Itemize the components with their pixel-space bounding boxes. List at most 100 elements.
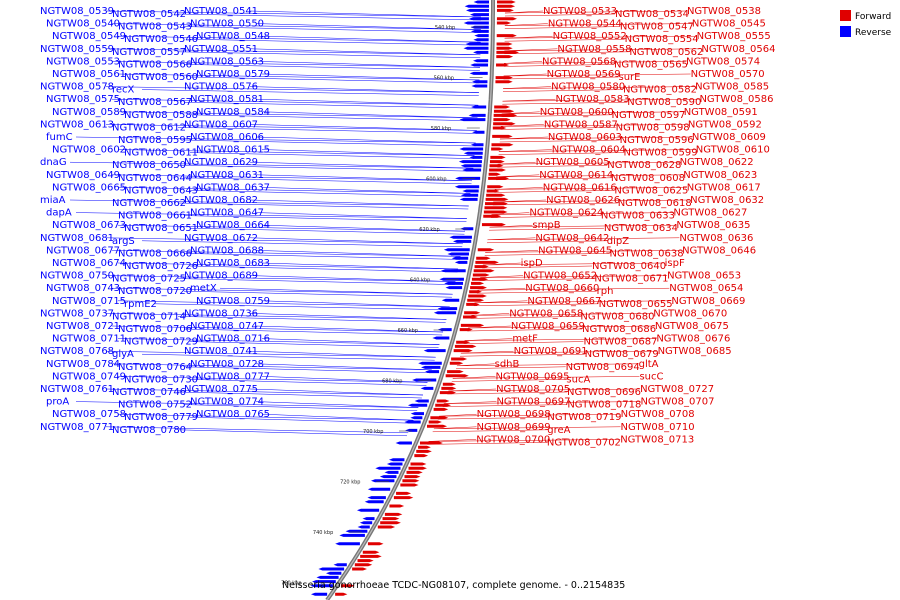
leader-line bbox=[111, 287, 453, 295]
forward-gene-label: NGTW08_0642 bbox=[535, 233, 609, 244]
leader-line bbox=[447, 391, 567, 395]
leader-line bbox=[183, 290, 452, 298]
forward-gene bbox=[491, 147, 504, 151]
leader-line bbox=[489, 227, 604, 231]
forward-gene-label: NGTW08_0608 bbox=[611, 173, 685, 184]
reverse-gene-label: NGTW08_0584 bbox=[196, 107, 270, 118]
leader-line bbox=[105, 48, 481, 56]
reverse-gene-label: recX bbox=[112, 85, 135, 96]
forward-gene-label: NGTW08_0538 bbox=[687, 6, 761, 17]
forward-gene-label: sdhB bbox=[495, 359, 520, 370]
forward-gene-label: NGTW08_0628 bbox=[607, 160, 681, 171]
reverse-gene-label: NGTW08_0576 bbox=[184, 82, 258, 93]
reverse-gene-label: NGTW08_0711 bbox=[52, 334, 126, 345]
reverse-gene bbox=[410, 416, 423, 420]
reverse-gene-label: NGTW08_0725 bbox=[112, 274, 186, 285]
reverse-gene-label: NGTW08_0560 bbox=[124, 72, 198, 83]
leader-line bbox=[428, 439, 621, 442]
forward-gene bbox=[428, 420, 442, 424]
reverse-gene bbox=[359, 521, 373, 525]
forward-gene-label: NGTW08_0633 bbox=[601, 211, 675, 222]
reverse-gene bbox=[454, 260, 468, 264]
forward-gene bbox=[442, 382, 456, 386]
forward-gene-label: NGTW08_0660 bbox=[525, 283, 599, 294]
leader-line bbox=[501, 111, 540, 115]
forward-gene-label: greA bbox=[547, 425, 570, 436]
forward-gene bbox=[408, 466, 427, 470]
leader-line bbox=[448, 388, 497, 392]
forward-gene bbox=[489, 168, 506, 172]
leader-line bbox=[177, 202, 469, 210]
reverse-gene-label: fumC bbox=[46, 132, 73, 143]
leader-line bbox=[499, 136, 692, 140]
reverse-gene bbox=[469, 71, 488, 75]
forward-gene bbox=[475, 260, 499, 264]
reverse-gene bbox=[473, 50, 489, 54]
reverse-gene bbox=[412, 378, 437, 382]
reverse-gene bbox=[316, 575, 339, 579]
forward-gene-label: NGTW08_0632 bbox=[690, 195, 764, 206]
reverse-gene bbox=[311, 592, 328, 596]
reverse-gene bbox=[451, 256, 469, 260]
reverse-gene-label: dapA bbox=[46, 208, 72, 219]
leader-line bbox=[464, 338, 513, 341]
forward-gene bbox=[445, 374, 469, 378]
leader-line bbox=[117, 149, 475, 156]
reverse-gene-label: NGTW08_0780 bbox=[112, 425, 186, 436]
forward-gene bbox=[406, 470, 423, 474]
reverse-gene-label: NGTW08_0643 bbox=[124, 185, 198, 196]
reverse-gene-label: NGTW08_0720 bbox=[118, 286, 192, 297]
forward-gene-label: NGTW08_0624 bbox=[529, 208, 603, 219]
forward-gene-label: NGTW08_0558 bbox=[557, 44, 631, 55]
reverse-gene-label: NGTW08_0741 bbox=[184, 346, 258, 357]
leader-line bbox=[473, 303, 599, 307]
reverse-gene-label: NGTW08_0665 bbox=[52, 182, 126, 193]
forward-gene bbox=[354, 563, 373, 567]
leader-line bbox=[471, 313, 654, 316]
leader-line bbox=[459, 353, 585, 357]
leader-line bbox=[117, 224, 465, 232]
reverse-gene-label: NGTW08_0541 bbox=[184, 6, 258, 17]
leader-line bbox=[480, 275, 524, 278]
leader-line bbox=[499, 139, 620, 143]
reverse-gene bbox=[421, 365, 441, 369]
leader-line bbox=[502, 101, 628, 105]
forward-gene bbox=[496, 34, 517, 38]
reverse-gene-label: NGTW08_0644 bbox=[118, 173, 192, 184]
reverse-gene bbox=[356, 508, 380, 512]
forward-gene-label: NGTW08_0634 bbox=[604, 223, 678, 234]
reverse-gene bbox=[443, 248, 470, 252]
forward-gene-label: NGTW08_0626 bbox=[546, 195, 620, 206]
reverse-gene bbox=[444, 281, 464, 285]
forward-gene-label: ispF bbox=[665, 258, 685, 269]
forward-gene bbox=[464, 311, 481, 315]
reverse-gene bbox=[471, 84, 488, 88]
forward-gene-label: NGTW08_0545 bbox=[692, 19, 766, 30]
leader-line bbox=[448, 388, 641, 392]
forward-gene bbox=[496, 63, 510, 67]
reverse-gene-label: NGTW08_0764 bbox=[118, 362, 192, 373]
reverse-gene-label: NGTW08_0761 bbox=[40, 384, 114, 395]
reverse-gene-label: proA bbox=[46, 397, 69, 408]
forward-gene-label: NGTW08_0600 bbox=[540, 107, 614, 118]
forward-gene-label: smpB bbox=[532, 220, 560, 231]
reverse-gene-label: NGTW08_0542 bbox=[112, 9, 186, 20]
forward-gene-label: NGTW08_0623 bbox=[683, 170, 757, 181]
reverse-gene-label: NGTW08_0546 bbox=[124, 34, 198, 45]
forward-gene bbox=[460, 323, 485, 327]
reverse-gene-label: NGTW08_0752 bbox=[118, 400, 192, 411]
forward-gene-label: NGTW08_0652 bbox=[523, 271, 597, 282]
reverse-gene bbox=[318, 567, 345, 571]
leader-line bbox=[249, 86, 479, 93]
forward-gene bbox=[447, 370, 464, 374]
leader-line bbox=[460, 350, 658, 354]
forward-gene bbox=[489, 160, 505, 164]
leader-line bbox=[502, 98, 700, 102]
leader-line bbox=[474, 300, 672, 304]
leader-line bbox=[456, 363, 639, 367]
forward-gene bbox=[419, 441, 443, 445]
tick-label: 640 kbp bbox=[410, 278, 430, 284]
reverse-gene bbox=[459, 197, 478, 201]
leader-line bbox=[111, 23, 481, 30]
